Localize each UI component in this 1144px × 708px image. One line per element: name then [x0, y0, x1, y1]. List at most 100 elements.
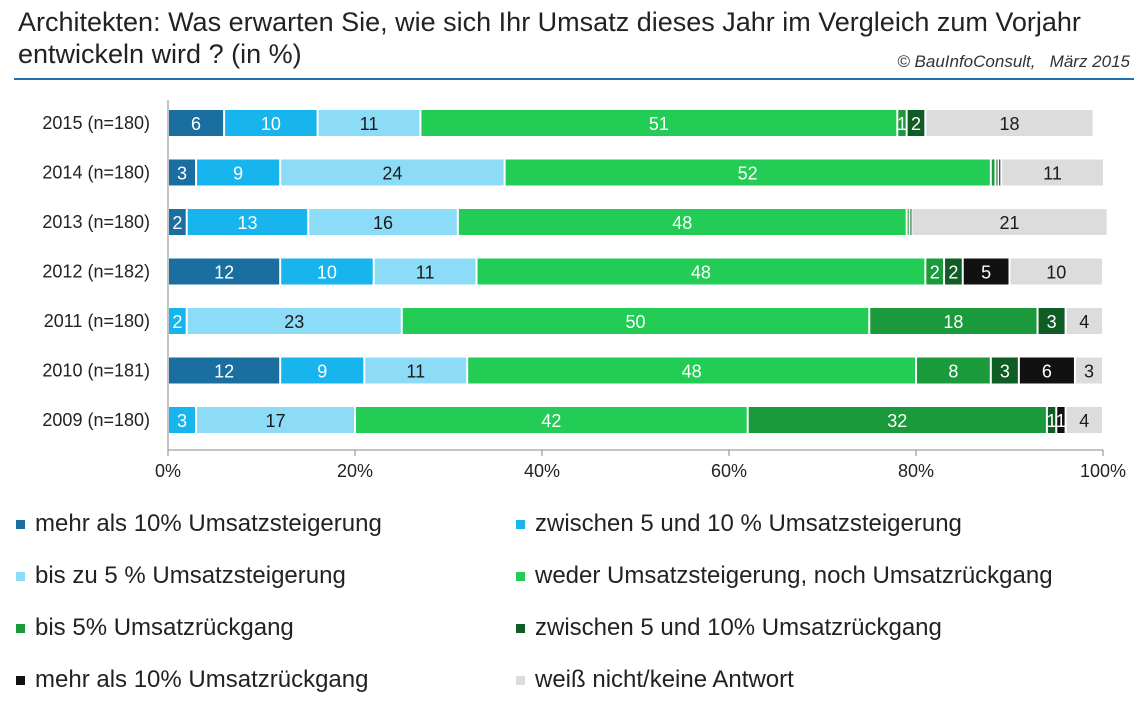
bar-value-label: 11 — [416, 263, 435, 283]
bar-segment — [907, 209, 909, 235]
bar-value-label: 6 — [1042, 362, 1052, 382]
bar-value-label: 10 — [1046, 263, 1066, 283]
bar-segment — [505, 159, 990, 186]
bar-value-label: 4 — [1079, 411, 1089, 431]
title-underline — [14, 78, 1134, 80]
bar-segment — [374, 258, 476, 285]
bar-segment — [458, 209, 906, 235]
bar-segment — [945, 258, 962, 285]
bar-value-label: 16 — [373, 213, 393, 233]
bar-value-label: 48 — [672, 213, 692, 233]
bar-segment — [1066, 407, 1102, 433]
bar-value-label: 18 — [999, 114, 1019, 134]
legend-swatch — [516, 571, 525, 581]
bar-segment — [477, 258, 925, 285]
bar-value-label: 48 — [691, 263, 711, 283]
legend-item: bis zu 5 % Umsatzsteigerung — [16, 562, 346, 590]
bar-value-label: 13 — [237, 213, 257, 233]
stacked-bar-chart: 0% 20% 40% 60% 80% 100%2015 (n=180) 6 10 11 51 1 2 1… — [42, 100, 1126, 481]
bar-value-label: 12 — [214, 263, 234, 283]
bar-value-label: 42 — [541, 411, 561, 431]
bar-segment — [468, 357, 915, 384]
bar-value-label: 9 — [233, 164, 243, 184]
bar-value-label: 51 — [649, 114, 669, 134]
bar-value-label: 1 — [1047, 411, 1057, 431]
legend-label: weiß nicht/keine Antwort — [535, 666, 794, 693]
legend-label: mehr als 10% Umsatzrückgang — [35, 666, 369, 693]
bar-segment — [1075, 357, 1102, 384]
category-label: 2011 (n=180) — [44, 311, 150, 331]
legend-swatch — [516, 623, 525, 633]
bar-value-label: 17 — [266, 411, 286, 431]
bar-value-label: 2 — [172, 312, 182, 332]
legend-item: weiß nicht/keine Antwort — [516, 666, 794, 694]
bar-segment — [169, 407, 196, 433]
legend-item: mehr als 10% Umsatzrückgang — [16, 666, 368, 694]
bar-segment — [281, 357, 364, 384]
legend-item: bis 5% Umsatzrückgang — [16, 614, 294, 642]
bar-segment — [318, 110, 420, 136]
bar-value-label: 21 — [999, 213, 1019, 233]
bar-value-label: 12 — [214, 362, 234, 382]
bar-value-label: 52 — [738, 164, 758, 184]
legend-swatch — [16, 571, 25, 581]
category-label: 2012 (n=182) — [42, 262, 150, 282]
bar-segment — [421, 110, 897, 136]
chart-title: Architekten: Was erwarten Sie, wie sich … — [18, 7, 1081, 69]
legend-swatch — [16, 519, 25, 529]
bar-value-label: 3 — [177, 411, 187, 431]
category-label: 2015 (n=180) — [42, 113, 150, 133]
bar-value-label: 1 — [1056, 411, 1066, 431]
bar-value-label: 50 — [625, 312, 645, 332]
bar-value-label: 8 — [948, 362, 958, 382]
bar-segment — [1047, 407, 1056, 433]
bar-value-label: 48 — [682, 362, 702, 382]
bar-segment — [907, 110, 925, 136]
bar-value-label: 32 — [887, 411, 907, 431]
bar-value-label: 9 — [317, 362, 327, 382]
bar-segment — [1002, 159, 1103, 186]
category-label: 2010 (n=181) — [42, 361, 150, 381]
bar-segment — [910, 209, 912, 235]
category-label: 2014 (n=180) — [42, 163, 150, 183]
bar-segment — [963, 258, 1009, 285]
legend-label: zwischen 5 und 10% Umsatzrückgang — [535, 614, 942, 641]
bar-segment — [169, 357, 280, 384]
legend-swatch — [516, 519, 525, 529]
bar-value-label: 10 — [261, 114, 281, 134]
bar-segment — [912, 209, 1107, 235]
bar-value-label: 18 — [943, 312, 963, 332]
bar-value-label: 3 — [1047, 312, 1057, 332]
bar-segment — [365, 357, 467, 384]
legend-swatch — [516, 675, 525, 685]
legend-label: zwischen 5 und 10 % Umsatzsteigerung — [535, 510, 962, 537]
x-tick-label: 100% — [1080, 461, 1126, 481]
bar-segment — [225, 110, 317, 136]
bar-segment — [917, 357, 990, 384]
bar-segment — [281, 159, 504, 186]
bar-segment — [999, 159, 1001, 186]
legend-label: mehr als 10% Umsatzsteigerung — [35, 510, 382, 537]
legend-item: mehr als 10% Umsatzsteigerung — [16, 510, 382, 538]
x-tick-label: 20% — [337, 461, 373, 481]
x-tick-label: 0% — [155, 461, 181, 481]
bar-segment — [187, 308, 401, 334]
bar-segment — [356, 407, 747, 433]
bar-value-label: 11 — [360, 114, 379, 134]
bar-value-label: 1 — [897, 114, 907, 134]
bar-segment — [402, 308, 869, 334]
legend-item: weder Umsatzsteigerung, noch Umsatzrückg… — [516, 562, 1053, 590]
bar-value-label: 23 — [284, 312, 304, 332]
legend-item: zwischen 5 und 10 % Umsatzsteigerung — [516, 510, 962, 538]
bar-segment — [748, 407, 1046, 433]
bar-value-label: 24 — [382, 164, 402, 184]
bar-segment — [169, 110, 224, 136]
bar-value-label: 2 — [172, 213, 182, 233]
x-tick-label: 40% — [524, 461, 560, 481]
bar-segment — [197, 407, 354, 433]
bar-segment — [1010, 258, 1102, 285]
legend-label: weder Umsatzsteigerung, noch Umsatzrückg… — [535, 562, 1053, 589]
bar-segment — [1038, 308, 1065, 334]
bar-segment — [1019, 357, 1074, 384]
category-label: 2009 (n=180) — [42, 410, 150, 430]
